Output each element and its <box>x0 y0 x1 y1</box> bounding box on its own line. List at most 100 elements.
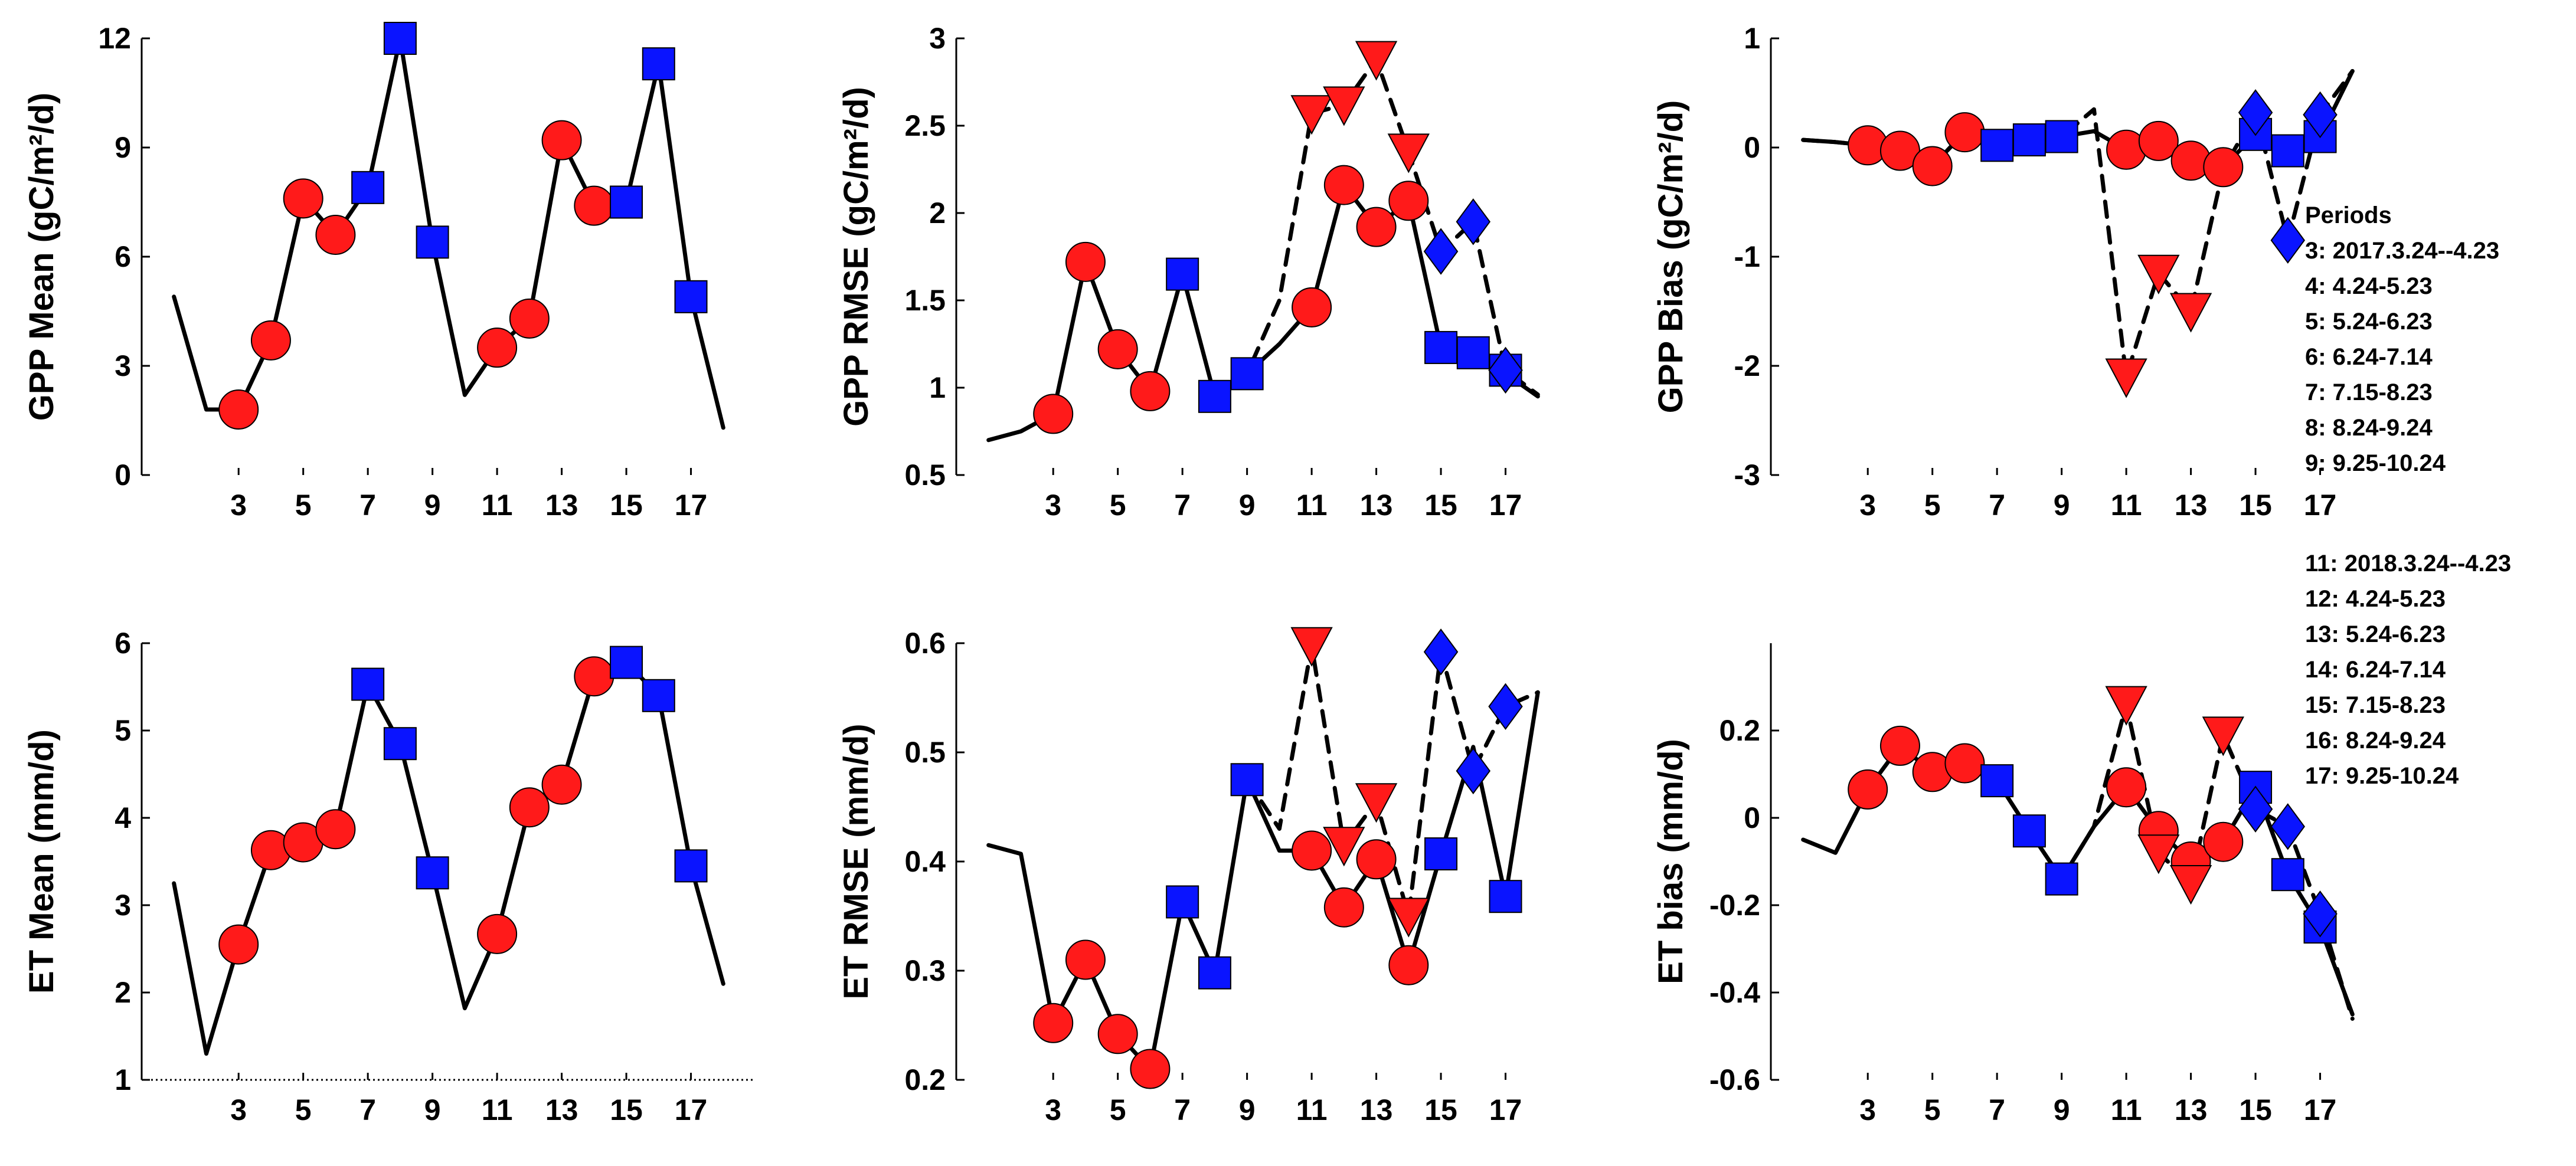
data-point-square <box>2045 862 2078 896</box>
data-point-circle <box>509 787 550 828</box>
x-tick-label: 17 <box>675 1093 708 1126</box>
x-tick-label: 15 <box>610 489 643 522</box>
data-point-circle <box>315 215 356 255</box>
data-point-diamond <box>1423 628 1459 676</box>
data-point-triangle <box>2169 865 2212 905</box>
y-tick-label: 0 <box>1744 131 1760 164</box>
y-tick-label: 3 <box>115 349 131 382</box>
x-tick-label: 9 <box>424 489 441 522</box>
x-tick-label: 17 <box>1489 489 1522 522</box>
panel-gpp-rmse: 0.5 1 1.5 2 2.5 3 3 5 7 9 11 13 15 17 GPP RMSE (gC/m²/… <box>837 22 1540 522</box>
y-tick-label: 9 <box>115 131 131 164</box>
y-tick-label: -1 <box>1734 240 1760 273</box>
data-point-circle <box>2203 821 2244 862</box>
y-tick-label: 0.5 <box>904 458 946 492</box>
y-axis-label: ET RMSE (mm/d) <box>837 723 875 999</box>
x-tick-label: 17 <box>1489 1093 1522 1126</box>
data-point-circle <box>1879 725 1920 766</box>
data-point-diamond <box>2270 217 2306 264</box>
y-tick-label: 4 <box>115 801 131 834</box>
y-tick-label: 1.5 <box>904 284 946 317</box>
x-tick-label: 15 <box>1424 1093 1457 1126</box>
x-tick-label: 5 <box>1110 1093 1126 1126</box>
legend-item: 9: 9.25-10.24 <box>2305 450 2446 476</box>
y-tick-label: 0.5 <box>904 736 946 769</box>
legend-item: 8: 8.24-9.24 <box>2305 415 2433 441</box>
panel-gpp-mean: 0 3 6 9 12 3 5 7 9 11 13 15 17 GPP Mean (gC/m²/d) <box>22 22 725 522</box>
legend-item: 5: 5.24-6.23 <box>2305 309 2433 335</box>
data-point-square <box>416 856 449 890</box>
data-point-square <box>1456 336 1490 369</box>
series-line-solid <box>986 690 1540 1071</box>
x-tick-label: 9 <box>2054 1093 2070 1126</box>
legend-item: 14: 6.24-7.14 <box>2305 657 2446 683</box>
x-tick-label: 11 <box>1296 1093 1328 1126</box>
data-point-square <box>674 849 708 883</box>
data-point-square <box>351 171 385 204</box>
data-point-square <box>642 47 675 81</box>
data-point-triangle <box>2105 686 2147 726</box>
panel-et-mean: 1 2 3 4 5 6 3 5 7 9 11 13 15 17 ET Mean (mm/d) <box>22 627 756 1126</box>
data-point-diamond <box>2270 803 2306 850</box>
x-tick-label: 13 <box>545 489 578 522</box>
data-point-circle <box>1912 146 1953 186</box>
legend-item: 3: 2017.3.24--4.23 <box>2305 238 2499 264</box>
x-tick-label: 7 <box>1989 1093 2005 1126</box>
y-tick-label: 2 <box>115 976 131 1009</box>
data-point-square <box>1980 129 2014 162</box>
data-point-square <box>383 22 417 55</box>
data-point-circle <box>541 764 582 805</box>
x-tick-label: 11 <box>2111 1093 2142 1126</box>
x-tick-label: 9 <box>1239 1093 1256 1126</box>
legend-item: 13: 5.24-6.23 <box>2305 621 2446 647</box>
series-line-dashed <box>1245 643 1540 918</box>
data-point-circle <box>1130 371 1171 411</box>
data-point-diamond <box>1423 228 1459 275</box>
y-tick-label: 6 <box>115 627 131 660</box>
data-point-circle <box>1065 939 1106 980</box>
legend: Periods 3: 2017.3.24--4.23 4: 4.24-5.23 … <box>2305 202 2511 789</box>
y-axis-label: GPP Bias (gC/m²/d) <box>1652 100 1690 414</box>
data-point-circle <box>541 120 582 161</box>
data-point-triangle <box>1387 133 1430 173</box>
data-point-square <box>610 646 643 679</box>
data-point-circle <box>218 389 259 430</box>
y-tick-label: -0.2 <box>1709 889 1760 922</box>
data-point-square <box>1166 257 1199 291</box>
x-tick-label: 13 <box>1360 1093 1393 1126</box>
series-line-dashed <box>1801 69 2355 379</box>
y-tick-label: 0 <box>1744 801 1760 834</box>
data-point-square <box>1424 330 1458 364</box>
data-point-circle <box>1356 839 1397 880</box>
data-point-circle <box>2106 767 2147 808</box>
y-tick-label: 0.4 <box>904 845 946 878</box>
data-point-triangle <box>1290 627 1333 667</box>
series-line-solid <box>986 183 1540 443</box>
x-tick-label: 11 <box>482 1093 513 1126</box>
data-point-triangle <box>1355 783 1398 823</box>
y-axis-label: GPP RMSE (gC/m²/d) <box>837 87 875 427</box>
data-point-diamond <box>2303 91 2338 139</box>
x-tick-label: 3 <box>1045 1093 1061 1126</box>
data-point-square <box>674 280 708 313</box>
data-point-diamond <box>2303 890 2338 938</box>
x-tick-label: 3 <box>230 1093 247 1126</box>
data-point-circle <box>1130 1049 1171 1089</box>
data-point-square <box>1980 764 2014 798</box>
legend-item: 4: 4.24-5.23 <box>2305 273 2433 299</box>
data-point-triangle <box>1323 86 1365 126</box>
data-point-square <box>351 667 385 701</box>
x-tick-label: 9 <box>2054 489 2070 522</box>
legend-item: 6: 6.24-7.14 <box>2305 344 2433 370</box>
x-tick-label: 7 <box>1989 489 2005 522</box>
data-point-circle <box>1065 241 1106 282</box>
data-point-square <box>2012 814 2046 848</box>
data-point-square <box>1424 837 1458 871</box>
legend-item: 17: 9.25-10.24 <box>2305 763 2459 789</box>
x-tick-label: 13 <box>545 1093 578 1126</box>
data-point-circle <box>1323 165 1364 205</box>
data-point-triangle <box>1290 95 1333 135</box>
data-point-circle <box>1388 945 1429 985</box>
